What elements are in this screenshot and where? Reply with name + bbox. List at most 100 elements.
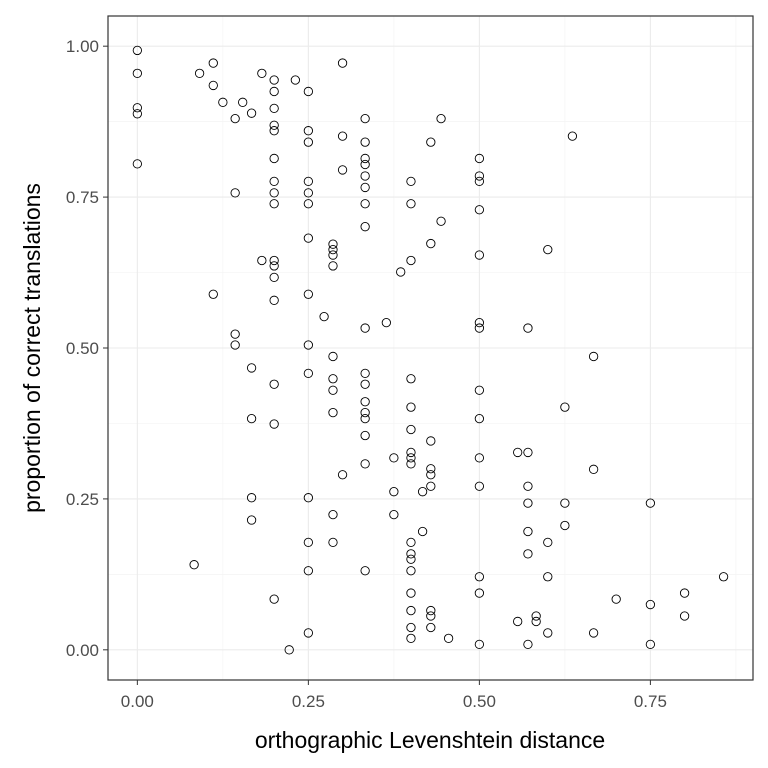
data-point-149 — [543, 537, 553, 548]
data-point-102 — [406, 549, 416, 559]
data-point-150 — [543, 572, 553, 582]
data-point-153 — [560, 498, 570, 508]
y-axis: 0.00 0.25 0.50 0.75 1.00 — [66, 37, 108, 660]
data-point-110 — [417, 526, 428, 537]
data-point-53 — [303, 566, 314, 576]
x-tick-label-1: 0.25 — [292, 692, 325, 711]
data-point-1 — [132, 68, 142, 78]
y-tick-label-4: 1.00 — [66, 37, 99, 56]
data-point-32 — [269, 255, 279, 266]
data-point-140 — [523, 447, 533, 458]
data-point-9 — [208, 289, 218, 299]
data-point-27 — [269, 126, 279, 136]
data-point-125 — [474, 176, 485, 187]
data-point-19 — [246, 493, 257, 503]
data-point-74 — [360, 171, 370, 181]
data-point-135 — [474, 588, 485, 598]
data-point-165 — [718, 572, 729, 582]
data-point-16 — [246, 108, 257, 118]
data-point-131 — [474, 413, 485, 424]
data-point-101 — [406, 537, 416, 548]
data-point-2 — [132, 103, 142, 113]
data-point-39 — [284, 645, 294, 655]
data-point-156 — [588, 351, 599, 362]
data-point-124 — [474, 171, 485, 181]
data-point-41 — [303, 86, 314, 97]
data-point-12 — [230, 188, 240, 198]
data-point-100 — [406, 459, 416, 469]
data-point-141 — [523, 481, 533, 491]
data-point-77 — [360, 222, 370, 232]
data-point-11 — [230, 113, 240, 124]
data-point-88 — [389, 453, 399, 463]
data-point-86 — [360, 566, 370, 576]
data-point-10 — [218, 97, 228, 107]
data-point-162 — [645, 639, 656, 650]
data-point-13 — [230, 329, 240, 339]
data-point-132 — [474, 453, 485, 463]
data-point-31 — [269, 199, 279, 209]
data-point-105 — [406, 588, 416, 598]
data-point-54 — [303, 628, 314, 638]
data-point-24 — [269, 86, 279, 97]
y-tick-label-2: 0.50 — [66, 339, 99, 358]
data-point-81 — [360, 397, 370, 407]
data-point-72 — [360, 153, 370, 164]
data-point-120 — [436, 113, 446, 124]
data-point-14 — [230, 340, 240, 350]
data-point-47 — [303, 233, 314, 243]
data-point-157 — [588, 464, 599, 474]
data-point-35 — [269, 295, 279, 305]
data-point-48 — [303, 289, 314, 299]
data-point-151 — [543, 628, 553, 638]
data-point-8 — [208, 80, 218, 91]
data-point-91 — [396, 267, 406, 277]
data-point-15 — [238, 97, 248, 107]
data-point-62 — [328, 385, 338, 395]
data-point-154 — [560, 520, 570, 531]
data-point-146 — [531, 611, 541, 621]
data-point-67 — [337, 131, 348, 141]
data-point-147 — [531, 616, 541, 627]
data-point-26 — [269, 120, 279, 130]
data-point-93 — [406, 199, 416, 209]
data-point-160 — [645, 498, 656, 508]
data-point-25 — [269, 103, 279, 114]
data-point-34 — [269, 272, 279, 283]
data-point-158 — [588, 628, 599, 638]
data-point-59 — [328, 261, 338, 271]
data-point-139 — [523, 323, 533, 333]
data-points — [132, 45, 729, 655]
data-point-68 — [337, 165, 348, 175]
data-point-18 — [246, 413, 257, 424]
data-point-103 — [406, 554, 416, 564]
y-tick-label-0: 0.00 — [66, 641, 99, 660]
data-point-63 — [328, 407, 338, 418]
data-point-21 — [257, 68, 267, 78]
data-point-109 — [417, 487, 428, 497]
data-point-126 — [474, 205, 485, 215]
data-point-73 — [360, 159, 370, 170]
data-point-142 — [523, 498, 533, 508]
data-point-79 — [360, 368, 370, 379]
data-point-106 — [406, 605, 416, 616]
data-point-148 — [543, 244, 553, 255]
data-point-123 — [474, 153, 485, 164]
major-gridlines — [108, 16, 753, 680]
data-point-114 — [426, 464, 436, 474]
data-point-99 — [406, 453, 416, 463]
x-axis: 0.00 0.25 0.50 0.75 — [121, 680, 667, 711]
y-tick-label-1: 0.25 — [66, 490, 99, 509]
data-point-85 — [360, 459, 370, 469]
data-point-38 — [269, 594, 279, 604]
data-point-117 — [426, 605, 436, 616]
x-axis-title: orthographic Levenshtein distance — [255, 727, 605, 753]
data-point-97 — [406, 424, 416, 435]
data-point-136 — [474, 639, 485, 650]
data-point-116 — [426, 481, 436, 491]
data-point-152 — [560, 402, 570, 412]
data-point-164 — [679, 611, 690, 621]
data-point-144 — [523, 549, 533, 559]
data-point-138 — [513, 616, 523, 627]
